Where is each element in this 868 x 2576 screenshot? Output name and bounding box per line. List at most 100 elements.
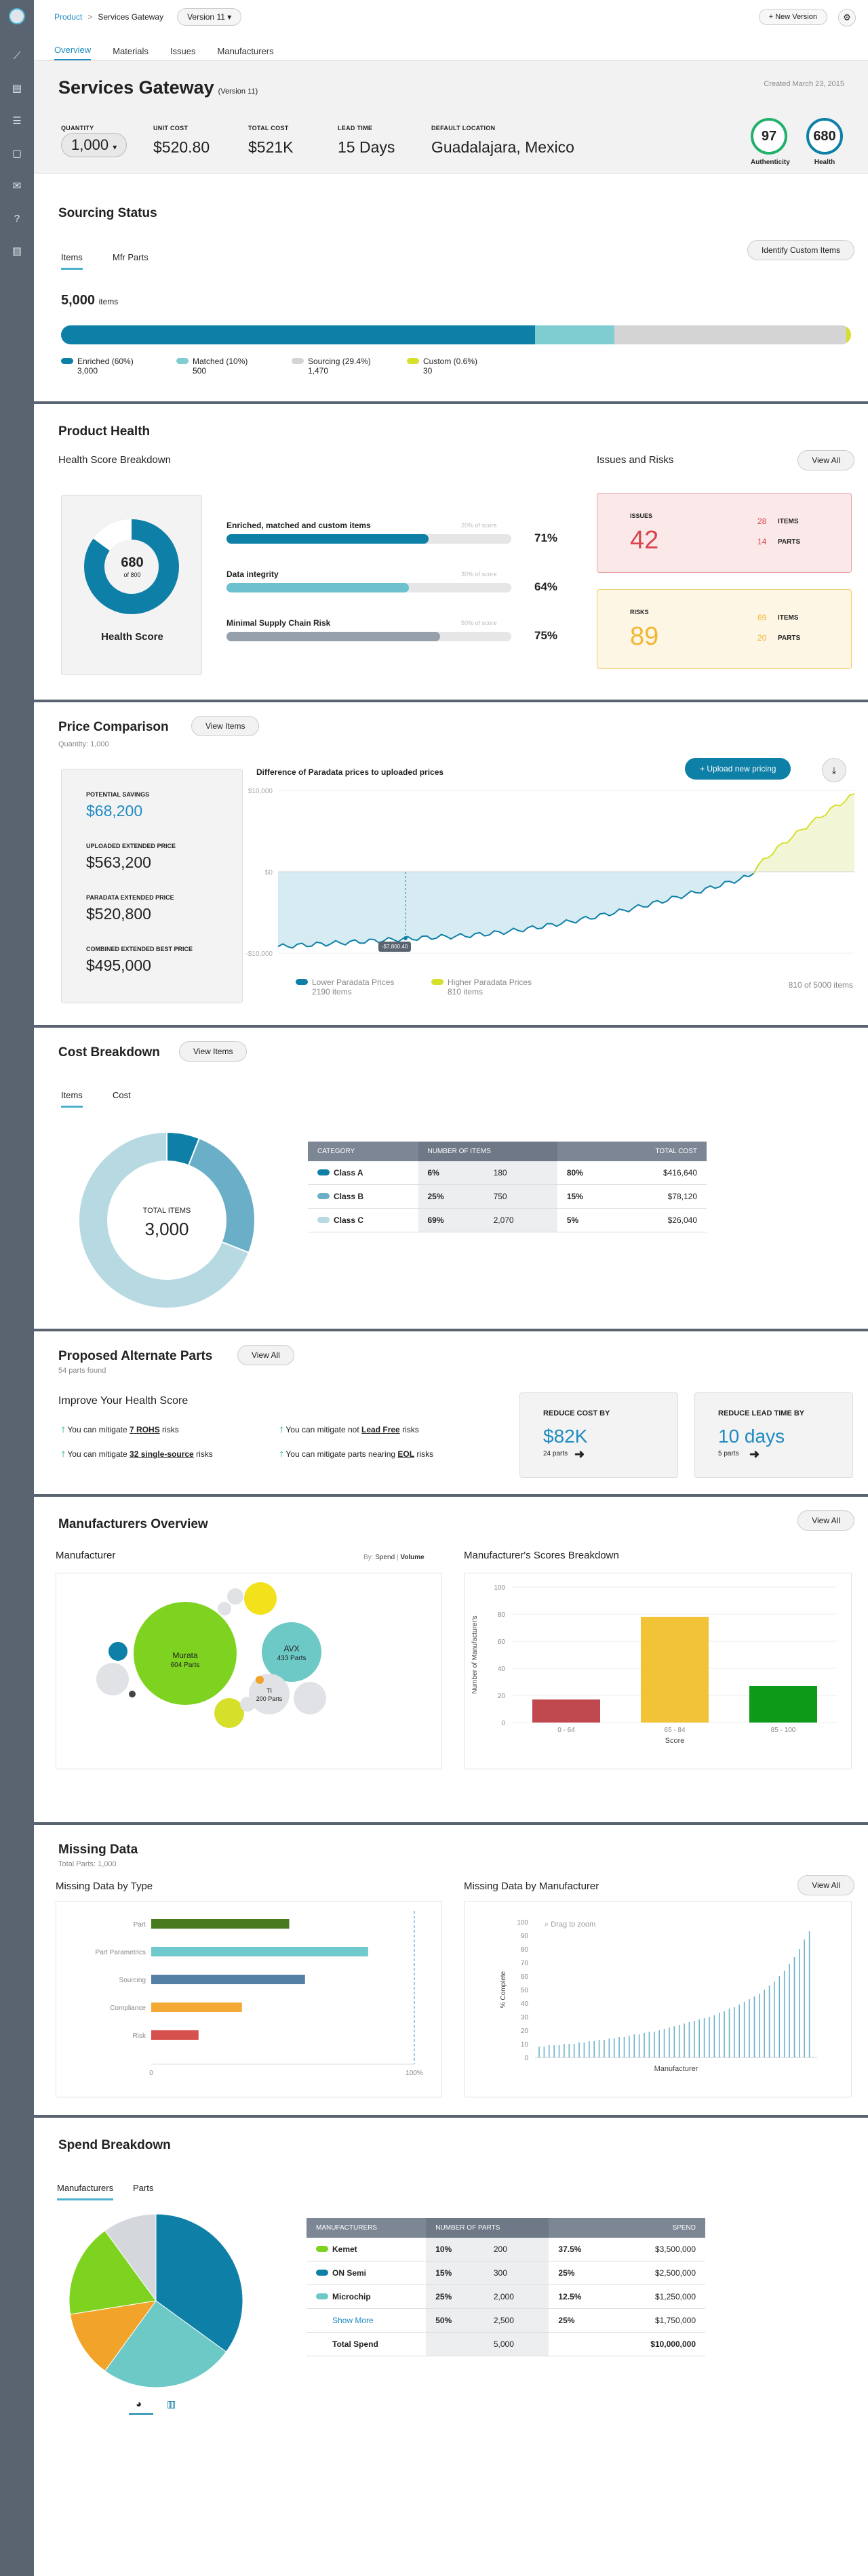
- show-more-link[interactable]: Show More: [332, 2316, 374, 2325]
- tab-cost[interactable]: Cost: [113, 1090, 131, 1100]
- table-header: NUMBER OF ITEMS: [418, 1142, 557, 1161]
- help-icon[interactable]: ?: [14, 213, 20, 224]
- new-version-button[interactable]: + New Version: [758, 9, 827, 25]
- view-all-alternates-button[interactable]: View All: [237, 1345, 294, 1365]
- section-title: Sourcing Status: [58, 206, 157, 220]
- bubble[interactable]: [214, 1698, 244, 1728]
- tab-items[interactable]: Items: [61, 1090, 83, 1108]
- mitigation-link[interactable]: EOL: [397, 1449, 415, 1459]
- tab-items[interactable]: Items: [61, 252, 83, 270]
- mitigation-link[interactable]: Lead Free: [361, 1425, 400, 1434]
- tab-overview[interactable]: Overview: [54, 45, 92, 60]
- bubble-ti[interactable]: [249, 1674, 290, 1714]
- table-row[interactable]: Show More 50% 2,500 25% $1,750,000: [307, 2308, 705, 2333]
- items-percent: 69%: [418, 1208, 484, 1232]
- view-items-button[interactable]: View Items: [179, 1041, 248, 1062]
- chart-title: Difference of Paradata prices to uploade…: [256, 767, 444, 777]
- version-select[interactable]: Version 11 ▾: [177, 8, 242, 26]
- breadcrumb-root[interactable]: Product: [54, 12, 83, 22]
- y-tick-label: 80: [498, 1611, 506, 1619]
- view-all-manufacturers-button[interactable]: View All: [797, 1510, 854, 1531]
- bubble-chart[interactable]: [56, 1573, 443, 1770]
- health-gauge[interactable]: 680 Health: [806, 118, 843, 166]
- avatar[interactable]: [9, 8, 25, 24]
- bubble[interactable]: [129, 1691, 136, 1697]
- chat-icon[interactable]: ▢: [12, 148, 22, 159]
- bubble-avx[interactable]: [262, 1622, 321, 1682]
- kpi-label: DEFAULT LOCATION: [431, 125, 496, 132]
- risks-items-count: 69: [757, 613, 767, 622]
- tab-parts[interactable]: Parts: [133, 2183, 154, 2193]
- bubble[interactable]: [244, 1582, 277, 1615]
- view-all-missing-button[interactable]: View All: [797, 1875, 854, 1895]
- table-row[interactable]: Kemet 10% 200 37.5% $3,500,000: [307, 2238, 705, 2261]
- created-date: Created March 23, 2015: [764, 80, 844, 88]
- bubble-parts: 604 Parts: [170, 1662, 200, 1669]
- card-value: $82K: [543, 1426, 588, 1447]
- table-row[interactable]: Class A 6% 180 80% $416,640: [308, 1161, 707, 1185]
- kpi-label: UNIT COST: [153, 125, 189, 132]
- missing-mfr-chart[interactable]: 0 10 20 30 40 50 60 70 80 90 100 Manufacturer % Comp…: [465, 1901, 852, 2098]
- pie-view-icon[interactable]: ◕: [136, 2398, 142, 2410]
- reduce-lead-time-card[interactable]: REDUCE LEAD TIME BY 10 days 5 parts ➜: [694, 1392, 853, 1478]
- trend-icon[interactable]: ⟋: [13, 50, 21, 62]
- mitigation-rohs[interactable]: 🡑 You can mitigate 7 ROHS risks: [61, 1424, 179, 1438]
- book-icon[interactable]: ▥: [12, 245, 22, 257]
- download-icon[interactable]: ⤓: [822, 758, 846, 782]
- bubble[interactable]: [108, 1642, 127, 1661]
- legend-dot: [317, 1193, 330, 1199]
- authenticity-value: 97: [751, 118, 787, 155]
- quantity-select[interactable]: 1,000 ▾: [61, 133, 127, 157]
- mitigation-single-source[interactable]: 🡑 You can mitigate 32 single-source risk…: [61, 1448, 213, 1462]
- tab-materials[interactable]: Materials: [113, 46, 149, 56]
- pie-slice: [104, 2213, 157, 2302]
- price-stat-value: $563,200: [86, 853, 151, 871]
- table-row[interactable]: ON Semi 15% 300 25% $2,500,000: [307, 2261, 705, 2285]
- mail-icon[interactable]: ✉: [12, 180, 22, 192]
- gear-icon[interactable]: ⚙: [838, 9, 856, 26]
- table-row[interactable]: Microchip 25% 2,000 12.5% $1,250,000: [307, 2285, 705, 2309]
- sort-volume[interactable]: Volume: [400, 1554, 425, 1561]
- tab-manufacturers[interactable]: Manufacturers: [217, 46, 274, 56]
- tab-issues[interactable]: Issues: [170, 46, 196, 56]
- mitigation-eol[interactable]: 🡑 You can mitigate parts nearing EOL ris…: [279, 1448, 433, 1462]
- reduce-cost-card[interactable]: REDUCE COST BY $82K 24 parts ➜: [519, 1392, 678, 1478]
- y-tick-label: $10,000: [248, 788, 273, 795]
- scores-bar-chart[interactable]: 0 20 40 60 80 100 0 - 64 65 - 84 85 - 100 Score Nu…: [465, 1573, 852, 1770]
- bubble[interactable]: [240, 1697, 255, 1712]
- health-score-value: 680: [121, 555, 144, 570]
- manufacturer-cell[interactable]: Show More: [307, 2308, 427, 2333]
- bubble[interactable]: [256, 1676, 264, 1684]
- sort-spend[interactable]: Spend: [375, 1554, 395, 1561]
- table-row[interactable]: Class C 69% 2,070 5% $26,040: [308, 1208, 707, 1232]
- mitigation-link[interactable]: 32 single-source: [130, 1449, 194, 1459]
- spend-breakdown-section: Spend Breakdown Manufacturers Parts ◕ ▥ …: [34, 2118, 868, 2576]
- mitigation-lead-free[interactable]: 🡑 You can mitigate not Lead Free risks: [279, 1424, 419, 1438]
- bar-view-icon[interactable]: ▥: [167, 2398, 176, 2409]
- table-row[interactable]: Class B 25% 750 15% $78,120: [308, 1184, 707, 1209]
- price-difference-chart[interactable]: $10,000 $0 -$10,000: [237, 784, 854, 967]
- document-icon[interactable]: ▤: [12, 83, 22, 94]
- bubble[interactable]: [227, 1588, 243, 1605]
- issues-card[interactable]: ISSUES 42 28 ITEMS 14 PARTS: [597, 493, 852, 573]
- risks-card[interactable]: RISKS 89 69 ITEMS 20 PARTS: [597, 589, 852, 669]
- y-tick-label: 0: [501, 1720, 505, 1727]
- legend-count: 3,000: [77, 366, 98, 376]
- bubble-murata[interactable]: [134, 1602, 237, 1705]
- view-all-issues-button[interactable]: View All: [797, 450, 854, 470]
- tab-mfr-parts[interactable]: Mfr Parts: [113, 252, 149, 262]
- mitigation-link[interactable]: 7 ROHS: [130, 1425, 160, 1434]
- authenticity-gauge[interactable]: 97 Authenticity: [751, 118, 790, 166]
- list-icon[interactable]: ☰: [12, 115, 22, 127]
- spend-pie-chart[interactable]: [68, 2213, 244, 2389]
- bubble[interactable]: [96, 1663, 129, 1695]
- identify-custom-items-button[interactable]: Identify Custom Items: [747, 240, 854, 260]
- upload-pricing-button[interactable]: + Upload new pricing: [685, 758, 791, 780]
- y-tick-label: $0: [265, 869, 273, 877]
- missing-type-chart[interactable]: Part Part Parametrics Sourcing Compliance Ri…: [56, 1901, 443, 2098]
- tab-manufacturers[interactable]: Manufacturers: [57, 2183, 114, 2200]
- cost-donut[interactable]: [79, 1132, 255, 1308]
- view-items-button[interactable]: View Items: [191, 716, 260, 736]
- bubble[interactable]: [218, 1602, 231, 1615]
- bubble[interactable]: [294, 1682, 326, 1714]
